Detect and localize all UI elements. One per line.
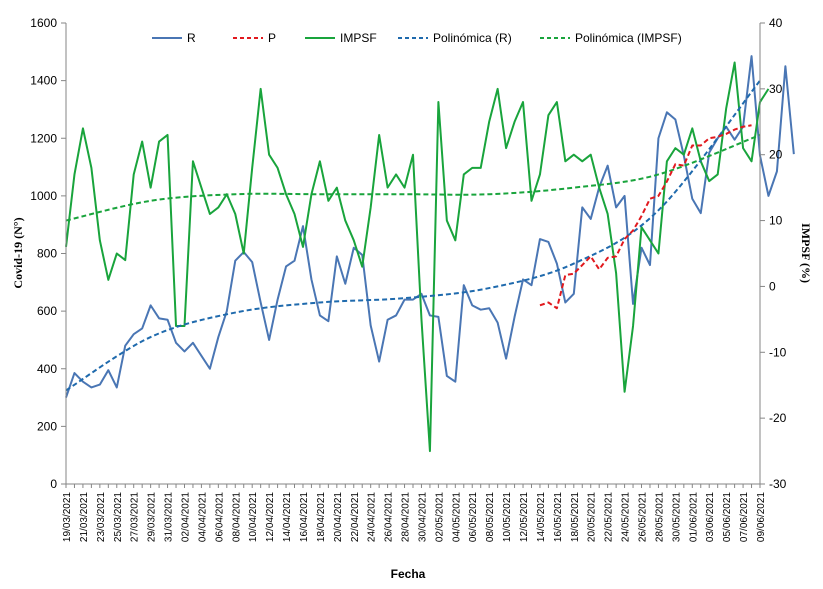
left-tick-label: 0 bbox=[50, 477, 57, 491]
x-tick-label: 22/04/2021 bbox=[350, 492, 361, 542]
x-tick-label: 12/05/2021 bbox=[519, 492, 530, 542]
x-tick-label: 16/04/2021 bbox=[299, 492, 310, 542]
x-tick-label: 29/03/2021 bbox=[147, 492, 158, 542]
x-tick-label: 08/05/2021 bbox=[485, 492, 496, 542]
x-tick-label: 02/05/2021 bbox=[434, 492, 445, 542]
x-tick-label: 10/04/2021 bbox=[248, 492, 259, 542]
plot-lines bbox=[65, 55, 795, 453]
legend-label: Polinómica (IMPSF) bbox=[575, 31, 682, 45]
legend-label: R bbox=[187, 31, 196, 45]
left-axis-title: Covid-19 (N°) bbox=[11, 217, 25, 288]
legend: R P IMPSF Polinómica (R) Polinómica (IMPSF) bbox=[152, 31, 682, 45]
x-tick-label: 31/03/2021 bbox=[164, 492, 175, 542]
x-tick-label: 06/04/2021 bbox=[214, 492, 225, 542]
x-tick-label: 28/04/2021 bbox=[401, 492, 412, 542]
series-line-polin-mica-impsf bbox=[65, 134, 761, 222]
x-tick-label: 23/03/2021 bbox=[96, 492, 107, 542]
x-tick-label: 25/03/2021 bbox=[113, 492, 124, 542]
series-line-impsf bbox=[65, 61, 770, 453]
x-axis-title: Fecha bbox=[391, 567, 426, 581]
x-axis-ticks: 19/03/2021 21/03/2021 23/03/2021 25/03/2021… bbox=[62, 484, 767, 542]
right-tick-label: -10 bbox=[769, 345, 787, 359]
x-tick-label: 12/04/2021 bbox=[265, 492, 276, 542]
x-tick-label: 30/04/2021 bbox=[417, 492, 428, 542]
x-tick-label: 26/05/2021 bbox=[638, 492, 649, 542]
x-tick-label: 22/05/2021 bbox=[604, 492, 615, 542]
x-tick-label: 28/05/2021 bbox=[654, 492, 665, 542]
x-tick-label: 20/04/2021 bbox=[333, 492, 344, 542]
right-tick-label: 0 bbox=[769, 279, 776, 293]
left-axis-ticks: 0 200 400 600 800 1000 1200 1400 1600 bbox=[30, 16, 66, 491]
left-tick-label: 200 bbox=[37, 419, 57, 433]
left-tick-label: 1000 bbox=[30, 189, 57, 203]
x-tick-label: 16/05/2021 bbox=[553, 492, 564, 542]
left-tick-label: 1200 bbox=[30, 131, 57, 145]
x-tick-label: 21/03/2021 bbox=[79, 492, 90, 542]
x-tick-label: 14/05/2021 bbox=[536, 492, 547, 542]
left-tick-label: 800 bbox=[37, 247, 57, 261]
x-tick-label: 24/04/2021 bbox=[367, 492, 378, 542]
x-tick-label: 05/06/2021 bbox=[722, 492, 733, 542]
x-tick-label: 09/06/2021 bbox=[756, 492, 767, 542]
right-tick-label: 40 bbox=[769, 16, 783, 30]
x-tick-label: 08/04/2021 bbox=[231, 492, 242, 542]
legend-label: Polinómica (R) bbox=[433, 31, 512, 45]
right-tick-label: -30 bbox=[769, 477, 787, 491]
x-tick-label: 03/06/2021 bbox=[705, 492, 716, 542]
x-tick-label: 18/05/2021 bbox=[570, 492, 581, 542]
x-tick-label: 27/03/2021 bbox=[130, 492, 141, 542]
x-tick-label: 07/06/2021 bbox=[739, 492, 750, 542]
x-tick-label: 01/06/2021 bbox=[688, 492, 699, 542]
x-tick-label: 24/05/2021 bbox=[621, 492, 632, 542]
right-axis-title: IMPSF (%) bbox=[799, 223, 813, 283]
x-tick-label: 02/04/2021 bbox=[180, 492, 191, 542]
series-line-r bbox=[65, 55, 795, 398]
left-tick-label: 600 bbox=[37, 304, 57, 318]
right-tick-label: 20 bbox=[769, 148, 783, 162]
right-tick-label: -20 bbox=[769, 411, 787, 425]
legend-label: IMPSF bbox=[340, 31, 377, 45]
x-tick-label: 04/04/2021 bbox=[197, 492, 208, 542]
x-tick-label: 19/03/2021 bbox=[62, 492, 73, 542]
x-tick-label: 10/05/2021 bbox=[502, 492, 513, 542]
right-tick-label: 30 bbox=[769, 82, 783, 96]
legend-label: P bbox=[268, 31, 276, 45]
right-tick-label: 10 bbox=[769, 214, 783, 228]
right-axis-ticks: -30 -20 -10 0 10 20 30 40 bbox=[760, 16, 787, 491]
x-tick-label: 04/05/2021 bbox=[451, 492, 462, 542]
x-tick-label: 06/05/2021 bbox=[468, 492, 479, 542]
x-tick-label: 26/04/2021 bbox=[384, 492, 395, 542]
series-line-polin-mica-r bbox=[65, 80, 761, 392]
left-tick-label: 1400 bbox=[30, 74, 57, 88]
left-tick-label: 1600 bbox=[30, 16, 57, 30]
x-tick-label: 14/04/2021 bbox=[282, 492, 293, 542]
x-tick-label: 20/05/2021 bbox=[587, 492, 598, 542]
left-tick-label: 400 bbox=[37, 362, 57, 376]
x-tick-label: 30/05/2021 bbox=[671, 492, 682, 542]
x-tick-label: 18/04/2021 bbox=[316, 492, 327, 542]
